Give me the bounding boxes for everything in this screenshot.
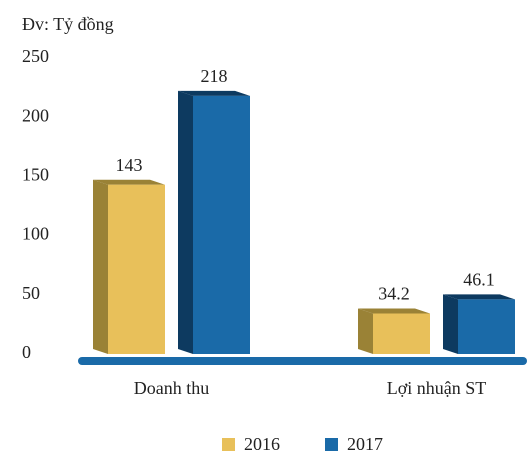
bar-top xyxy=(178,90,250,96)
value-label: 46.1 xyxy=(463,270,495,290)
value-label: 34.2 xyxy=(378,284,410,304)
x-tick-label: Doanh thu xyxy=(134,378,210,398)
unit-label: Đv: Tỷ đồng xyxy=(22,14,114,34)
legend-swatch xyxy=(325,438,338,451)
bar xyxy=(108,184,165,354)
y-tick-label: 250 xyxy=(22,46,49,66)
bar xyxy=(193,95,250,354)
legend-swatch xyxy=(222,438,235,451)
bar xyxy=(458,299,515,354)
legend-label: 2017 xyxy=(347,434,383,454)
value-label: 143 xyxy=(116,155,143,175)
legend-label: 2016 xyxy=(244,434,280,454)
bar-top xyxy=(358,308,430,314)
bar-side xyxy=(178,90,193,354)
bar-side xyxy=(443,294,458,354)
x-tick-label: Lợi nhuận ST xyxy=(387,378,487,398)
bar-side xyxy=(93,179,108,354)
y-tick-label: 0 xyxy=(22,342,31,362)
bar-top xyxy=(93,179,165,185)
bar xyxy=(373,313,430,354)
value-label: 218 xyxy=(201,66,228,86)
y-tick-label: 50 xyxy=(22,283,40,303)
y-tick-label: 100 xyxy=(22,224,49,244)
bar-top xyxy=(443,294,515,300)
y-tick-label: 200 xyxy=(22,105,49,125)
y-tick-label: 150 xyxy=(22,165,49,185)
bar-side xyxy=(358,308,373,354)
